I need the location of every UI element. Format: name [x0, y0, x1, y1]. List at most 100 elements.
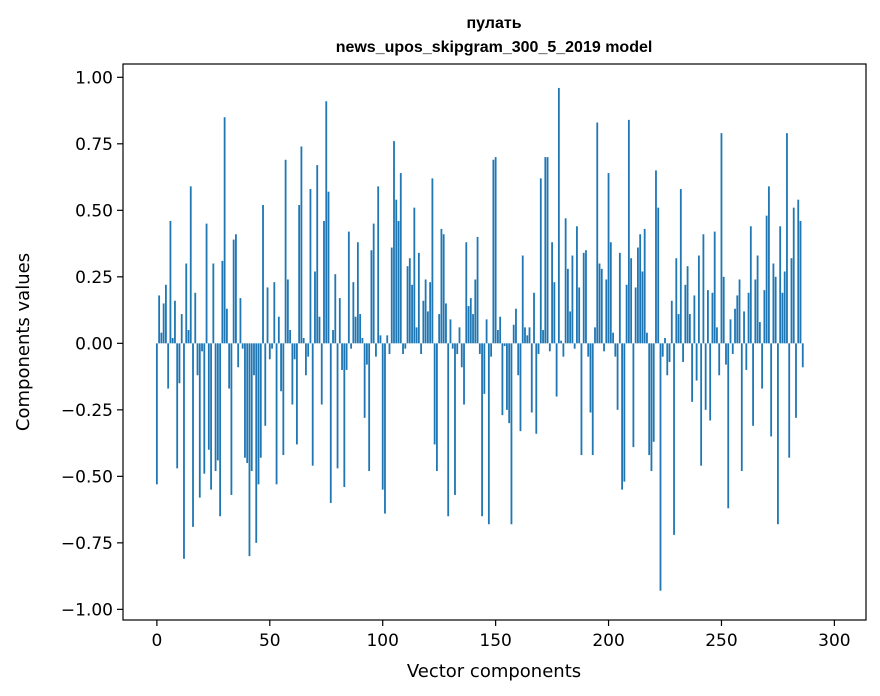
bar-64 [300, 146, 303, 344]
bar-199 [605, 279, 608, 344]
bar-221 [655, 170, 657, 344]
bar-142 [476, 236, 479, 344]
bar-192 [589, 343, 592, 413]
bar-149 [492, 159, 495, 344]
bar-20 [201, 343, 203, 352]
bar-167 [533, 292, 535, 344]
bar-82 [341, 343, 343, 370]
bar-219 [650, 343, 653, 472]
bar-213 [637, 247, 639, 344]
x-tick-label: 150 [479, 631, 511, 651]
bar-163 [524, 327, 526, 344]
bar-198 [603, 343, 605, 352]
x-tick-label: 250 [705, 631, 737, 651]
bar-279 [786, 133, 788, 344]
bar-122 [431, 178, 434, 344]
bar-135 [460, 343, 463, 368]
bar-285 [799, 220, 802, 344]
bar-179 [560, 340, 563, 344]
x-tick-label: 200 [592, 631, 624, 651]
bar-13 [185, 263, 188, 344]
bar-61 [293, 343, 296, 360]
bar-160 [517, 343, 520, 376]
bar-118 [422, 300, 425, 344]
bar-277 [781, 292, 784, 344]
bar-134 [458, 327, 461, 344]
bar-62 [295, 343, 298, 445]
bar-114 [413, 207, 416, 344]
bar-89 [356, 242, 359, 344]
bar-252 [725, 343, 727, 365]
bar-90 [359, 314, 362, 344]
bar-131 [451, 343, 454, 349]
bar-240 [697, 255, 700, 344]
bar-215 [641, 271, 644, 344]
bar-27 [216, 343, 219, 461]
bar-191 [587, 343, 590, 357]
bar-74 [323, 220, 325, 344]
bar-261 [745, 343, 748, 370]
bar-243 [704, 343, 707, 410]
bar-170 [539, 178, 542, 344]
bar-31 [225, 308, 228, 344]
bar-206 [621, 343, 624, 490]
y-tick-label: 0.25 [75, 268, 113, 288]
bar-217 [646, 332, 648, 344]
bar-274 [774, 276, 777, 344]
bar-38 [241, 343, 244, 349]
bar-47 [262, 204, 264, 344]
bar-161 [519, 343, 522, 432]
bar-212 [634, 287, 637, 344]
bar-177 [555, 343, 558, 397]
bar-231 [677, 314, 680, 344]
bar-254 [729, 319, 732, 344]
y-tick-label: −1.00 [61, 600, 113, 620]
bar-40 [246, 343, 249, 464]
bar-88 [354, 316, 357, 344]
bar-113 [411, 284, 413, 344]
bar-245 [709, 343, 712, 421]
bar-21 [203, 343, 206, 474]
bar-108 [399, 173, 402, 344]
bar-51 [271, 343, 273, 349]
bar-6 [169, 220, 172, 344]
bar-156 [508, 343, 511, 424]
bar-111 [406, 266, 409, 344]
bar-234 [684, 284, 687, 344]
bar-44 [255, 343, 258, 543]
chart-subtitle: news_upos_skipgram_300_5_2019 model [336, 39, 653, 56]
bar-102 [386, 335, 389, 344]
bar-75 [325, 101, 328, 344]
bar-155 [506, 343, 508, 410]
bar-185 [573, 343, 576, 349]
y-tick-label: 0.50 [75, 201, 113, 221]
bar-121 [429, 282, 432, 344]
bar-186 [576, 226, 578, 344]
bar-216 [643, 228, 646, 344]
bar-86 [350, 343, 352, 349]
bar-211 [632, 343, 635, 448]
bar-225 [664, 338, 666, 344]
bar-106 [395, 199, 398, 344]
bar-280 [788, 343, 791, 458]
bars-group [155, 87, 804, 591]
bar-224 [661, 343, 664, 357]
bar-124 [436, 343, 438, 472]
bar-66 [305, 343, 307, 376]
bar-120 [426, 311, 429, 344]
bar-8 [174, 300, 176, 344]
bar-43 [253, 343, 255, 376]
bar-157 [510, 343, 513, 525]
chart-title: пулать [466, 15, 521, 32]
bar-183 [569, 311, 572, 344]
y-tick-label: −0.75 [61, 534, 113, 554]
bar-248 [716, 327, 718, 344]
bar-37 [239, 298, 242, 344]
bar-29 [221, 260, 224, 344]
bar-139 [469, 298, 472, 344]
bar-188 [580, 343, 583, 456]
bar-98 [377, 186, 380, 344]
bar-54 [277, 316, 280, 344]
y-axis-label: Components values [13, 253, 34, 431]
bar-273 [772, 263, 775, 344]
